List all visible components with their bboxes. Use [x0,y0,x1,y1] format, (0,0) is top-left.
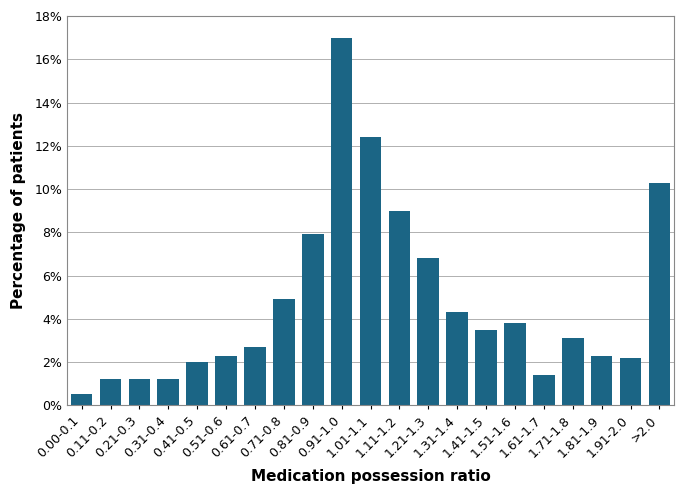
Bar [620,358,641,405]
Bar [71,395,92,405]
Bar [447,312,468,405]
Bar [273,299,295,405]
Bar [129,379,150,405]
Bar [591,355,612,405]
Bar [417,258,439,405]
Bar [100,379,121,405]
Bar [215,355,237,405]
Bar [186,362,208,405]
Bar [533,375,555,405]
Bar [360,137,382,405]
Bar [158,379,179,405]
Bar [562,338,584,405]
Bar [475,330,497,405]
Bar [302,235,323,405]
Y-axis label: Percentage of patients: Percentage of patients [11,112,26,309]
Bar [388,211,410,405]
X-axis label: Medication possession ratio: Medication possession ratio [251,469,490,484]
Bar [649,183,671,405]
Bar [331,38,353,405]
Bar [504,323,526,405]
Bar [244,347,266,405]
